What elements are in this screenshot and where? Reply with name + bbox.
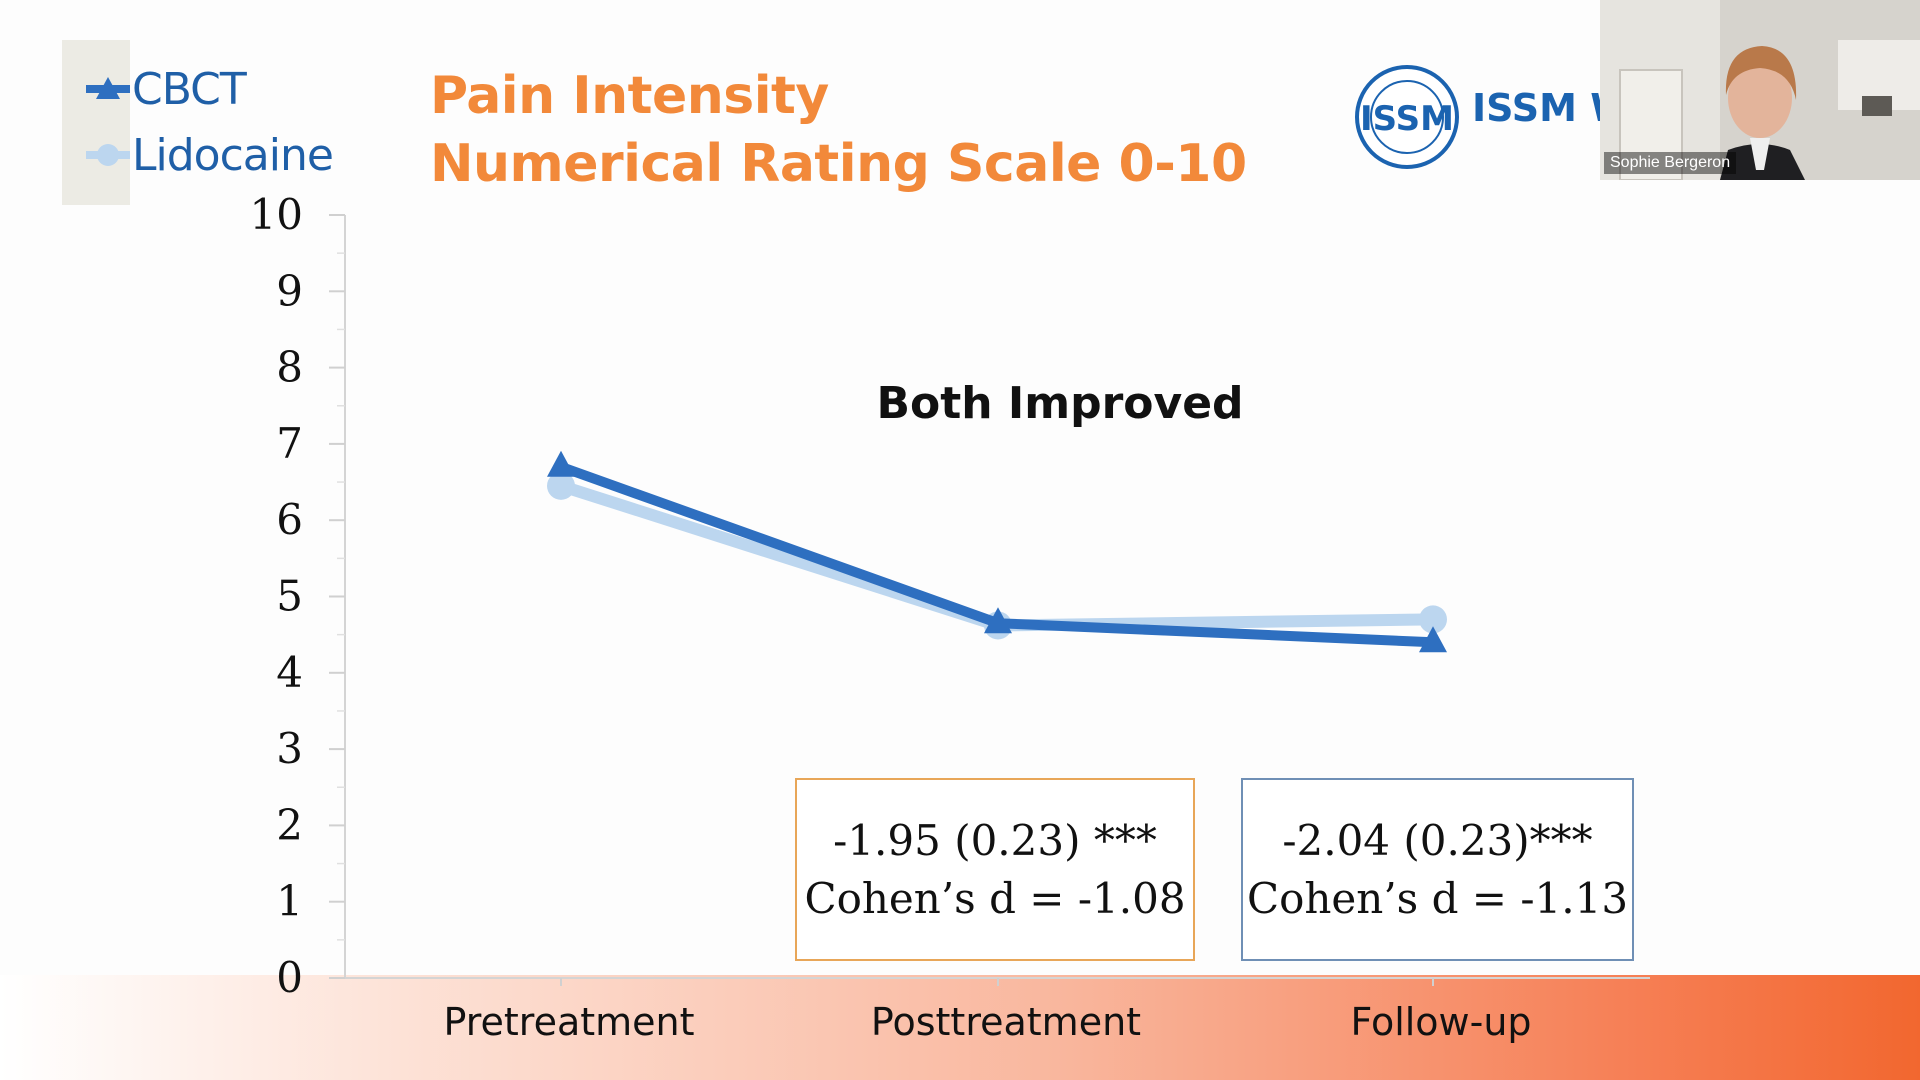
cbct-legend-marker-icon — [86, 77, 130, 99]
lidocaine-legend-marker-icon — [86, 144, 130, 166]
title-line-2: Numerical Rating Scale 0-10 — [430, 134, 1247, 194]
legend-item-cbct: CBCT — [86, 59, 247, 119]
logo-wordmark: ISSM W — [1472, 86, 1600, 130]
legend-label-cbct: CBCT — [132, 63, 247, 115]
y-tick-label: 4 — [276, 648, 303, 697]
y-tick-label: 3 — [276, 724, 303, 773]
x-tick-label: Posttreatment — [871, 1000, 1141, 1044]
legend-background — [62, 40, 130, 205]
x-tick-label: Pretreatment — [443, 1000, 694, 1044]
issm-seal-icon: ISSM — [1355, 65, 1459, 169]
y-tick-label: 6 — [276, 495, 303, 544]
svg-text:ISSM: ISSM — [1360, 99, 1454, 139]
data-point-lidocaine — [547, 471, 575, 500]
stat-box-followup: -2.04 (0.23)*** Cohen’s d = -1.13 — [1241, 778, 1634, 961]
y-tick-label: 5 — [276, 572, 303, 621]
stat-box-posttreatment-estimate: -1.95 (0.23) *** — [833, 815, 1157, 865]
legend-item-lidocaine: Lidocaine — [86, 125, 334, 185]
data-point-lidocaine — [1419, 605, 1447, 634]
title-line-1: Pain Intensity — [430, 66, 829, 126]
slide-footer-band — [0, 975, 1920, 1080]
y-tick-label: 1 — [276, 877, 303, 926]
participant-name-label: Sophie Bergeron — [1604, 152, 1737, 174]
x-tick-label: Follow-up — [1350, 1000, 1531, 1044]
y-tick-label: 9 — [276, 266, 303, 315]
series-line-lidocaine — [555, 479, 1439, 632]
chart-annotation: Both Improved — [876, 378, 1244, 429]
stat-box-followup-estimate: -2.04 (0.23)*** — [1282, 815, 1593, 865]
y-tick-label: 2 — [276, 800, 303, 849]
data-point-cbct — [547, 450, 575, 477]
data-point-cbct — [984, 607, 1012, 634]
y-tick-label: 8 — [276, 343, 303, 392]
participant-video-tile[interactable]: Sophie Bergeron — [1600, 0, 1920, 180]
y-tick-label: 0 — [276, 953, 303, 1002]
stat-box-followup-effect-size: Cohen’s d = -1.13 — [1246, 873, 1629, 923]
stat-box-posttreatment-effect-size: Cohen’s d = -1.08 — [804, 873, 1186, 923]
stat-box-posttreatment: -1.95 (0.23) *** Cohen’s d = -1.08 — [795, 778, 1195, 961]
slide-title: Pain Intensity Numerical Rating Scale 0-… — [430, 62, 1247, 198]
y-tick-label: 7 — [276, 419, 303, 468]
legend-label-lidocaine: Lidocaine — [132, 129, 334, 181]
data-point-cbct — [1419, 626, 1447, 653]
issm-logo: ISSM ISSM W — [1348, 62, 1600, 172]
y-tick-label: 10 — [250, 190, 303, 239]
participant-video-frame — [1600, 0, 1920, 180]
